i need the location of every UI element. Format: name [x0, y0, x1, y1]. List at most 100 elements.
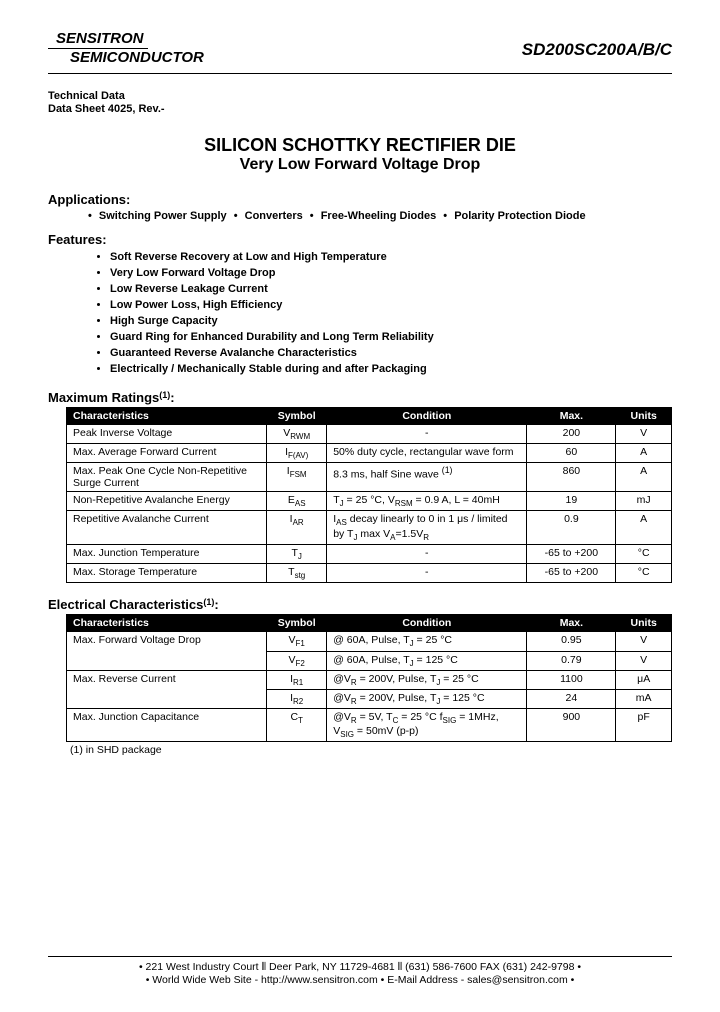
- table-row: Max. Junction CapacitanceCT@VR = 5V, TC …: [67, 708, 672, 741]
- cell-condition: 50% duty cycle, rectangular wave form: [327, 444, 527, 463]
- cell-characteristic: Repetitive Avalanche Current: [67, 511, 267, 544]
- cell-characteristic: Max. Junction Capacitance: [67, 708, 267, 741]
- feature-item: Electrically / Mechanically Stable durin…: [110, 362, 672, 378]
- cell-symbol: Tstg: [267, 563, 327, 582]
- table-header: Characteristics: [67, 408, 267, 425]
- cell-max: 60: [527, 444, 616, 463]
- table-row: Peak Inverse VoltageVRWM-200V: [67, 425, 672, 444]
- feature-item: Very Low Forward Voltage Drop: [110, 266, 672, 282]
- cell-unit: A: [616, 444, 672, 463]
- cell-unit: A: [616, 463, 672, 492]
- cell-unit: mA: [616, 689, 672, 708]
- table-header: Condition: [327, 615, 527, 632]
- table-row: Max. Storage TemperatureTstg--65 to +200…: [67, 563, 672, 582]
- cell-max: 0.79: [527, 651, 616, 670]
- tech-line-1: Technical Data: [48, 90, 672, 104]
- applications-heading: Applications:: [48, 192, 672, 207]
- feature-item: Soft Reverse Recovery at Low and High Te…: [110, 250, 672, 266]
- cell-max: 1100: [527, 670, 616, 689]
- elec-char-heading: Electrical Characteristics(1):: [48, 597, 672, 613]
- features-heading: Features:: [48, 232, 672, 247]
- cell-condition: 8.3 ms, half Sine wave (1): [327, 463, 527, 492]
- cell-symbol: TJ: [267, 544, 327, 563]
- table-header: Symbol: [267, 408, 327, 425]
- sub-title: Very Low Forward Voltage Drop: [48, 156, 672, 174]
- cell-max: 0.9: [527, 511, 616, 544]
- part-number: SD200SC200A/B/C: [522, 40, 672, 60]
- applications-list: • Switching Power Supply • Converters • …: [48, 210, 672, 222]
- cell-unit: V: [616, 632, 672, 651]
- cell-symbol: VRWM: [267, 425, 327, 444]
- cell-max: 200: [527, 425, 616, 444]
- bullet-icon: •: [88, 210, 92, 222]
- cell-max: 0.95: [527, 632, 616, 651]
- table-header: Max.: [527, 615, 616, 632]
- cell-max: -65 to +200: [527, 544, 616, 563]
- cell-characteristic: Max. Forward Voltage Drop: [67, 632, 267, 670]
- cell-characteristic: Max. Average Forward Current: [67, 444, 267, 463]
- elec-char-table: CharacteristicsSymbolConditionMax.UnitsM…: [66, 614, 672, 742]
- table-header: Characteristics: [67, 615, 267, 632]
- feature-item: Guaranteed Reverse Avalanche Characteris…: [110, 346, 672, 362]
- elec-char-table-wrap: CharacteristicsSymbolConditionMax.UnitsM…: [48, 614, 672, 742]
- cell-max: -65 to +200: [527, 563, 616, 582]
- cell-symbol: CT: [267, 708, 327, 741]
- application-item: Switching Power Supply: [96, 210, 230, 222]
- table-row: Max. Reverse CurrentIR1@VR = 200V, Pulse…: [67, 670, 672, 689]
- table-header: Units: [616, 408, 672, 425]
- footer-line-1: • 221 West Industry Court ⦀ Deer Park, N…: [48, 961, 672, 974]
- table-header: Max.: [527, 408, 616, 425]
- table-row: Max. Junction TemperatureTJ--65 to +200°…: [67, 544, 672, 563]
- cell-condition: -: [327, 425, 527, 444]
- cell-unit: °C: [616, 563, 672, 582]
- page-header: SENSITRON SEMICONDUCTOR SD200SC200A/B/C: [48, 30, 672, 67]
- logo-line-2: SEMICONDUCTOR: [48, 49, 204, 66]
- cell-characteristic: Max. Peak One Cycle Non-Repetitive Surge…: [67, 463, 267, 492]
- cell-unit: V: [616, 651, 672, 670]
- bullet-icon: •: [234, 210, 238, 222]
- max-ratings-table-wrap: CharacteristicsSymbolConditionMax.UnitsP…: [48, 407, 672, 583]
- application-item: Polarity Protection Diode: [451, 210, 585, 222]
- cell-symbol: IR2: [267, 689, 327, 708]
- cell-condition: @VR = 200V, Pulse, TJ = 25 °C: [327, 670, 527, 689]
- features-list: Soft Reverse Recovery at Low and High Te…: [48, 250, 672, 378]
- footnote: (1) in SHD package: [48, 744, 672, 756]
- cell-symbol: VF1: [267, 632, 327, 651]
- bullet-icon: •: [443, 210, 447, 222]
- cell-characteristic: Max. Reverse Current: [67, 670, 267, 708]
- footer-line-2: • World Wide Web Site - http://www.sensi…: [48, 974, 672, 986]
- logo-line-1: SENSITRON: [48, 30, 148, 49]
- technical-data-block: Technical Data Data Sheet 4025, Rev.-: [48, 90, 672, 118]
- table-row: Max. Peak One Cycle Non-Repetitive Surge…: [67, 463, 672, 492]
- cell-condition: -: [327, 563, 527, 582]
- elec-char-colon: :: [214, 597, 218, 612]
- main-title: SILICON SCHOTTKY RECTIFIER DIE: [48, 135, 672, 156]
- max-ratings-label: Maximum Ratings: [48, 390, 159, 405]
- bullet-icon: •: [310, 210, 314, 222]
- page-footer: • 221 West Industry Court ⦀ Deer Park, N…: [48, 956, 672, 986]
- footer-divider: [48, 956, 672, 957]
- cell-symbol: IFSM: [267, 463, 327, 492]
- table-row: Non-Repetitive Avalanche EnergyEASTJ = 2…: [67, 492, 672, 511]
- cell-condition: IAS decay linearly to 0 in 1 μs / limite…: [327, 511, 527, 544]
- tech-line-2: Data Sheet 4025, Rev.-: [48, 103, 672, 117]
- cell-symbol: VF2: [267, 651, 327, 670]
- table-row: Max. Forward Voltage DropVF1@ 60A, Pulse…: [67, 632, 672, 651]
- cell-characteristic: Max. Storage Temperature: [67, 563, 267, 582]
- cell-symbol: IAR: [267, 511, 327, 544]
- cell-characteristic: Peak Inverse Voltage: [67, 425, 267, 444]
- cell-unit: A: [616, 511, 672, 544]
- application-item: Converters: [242, 210, 306, 222]
- cell-symbol: IF(AV): [267, 444, 327, 463]
- cell-symbol: IR1: [267, 670, 327, 689]
- cell-unit: μA: [616, 670, 672, 689]
- max-ratings-sup: (1): [159, 390, 170, 400]
- max-ratings-colon: :: [170, 390, 174, 405]
- table-header: Condition: [327, 408, 527, 425]
- cell-condition: @ 60A, Pulse, TJ = 25 °C: [327, 632, 527, 651]
- cell-unit: mJ: [616, 492, 672, 511]
- table-row: Max. Average Forward CurrentIF(AV)50% du…: [67, 444, 672, 463]
- cell-symbol: EAS: [267, 492, 327, 511]
- cell-max: 860: [527, 463, 616, 492]
- cell-max: 900: [527, 708, 616, 741]
